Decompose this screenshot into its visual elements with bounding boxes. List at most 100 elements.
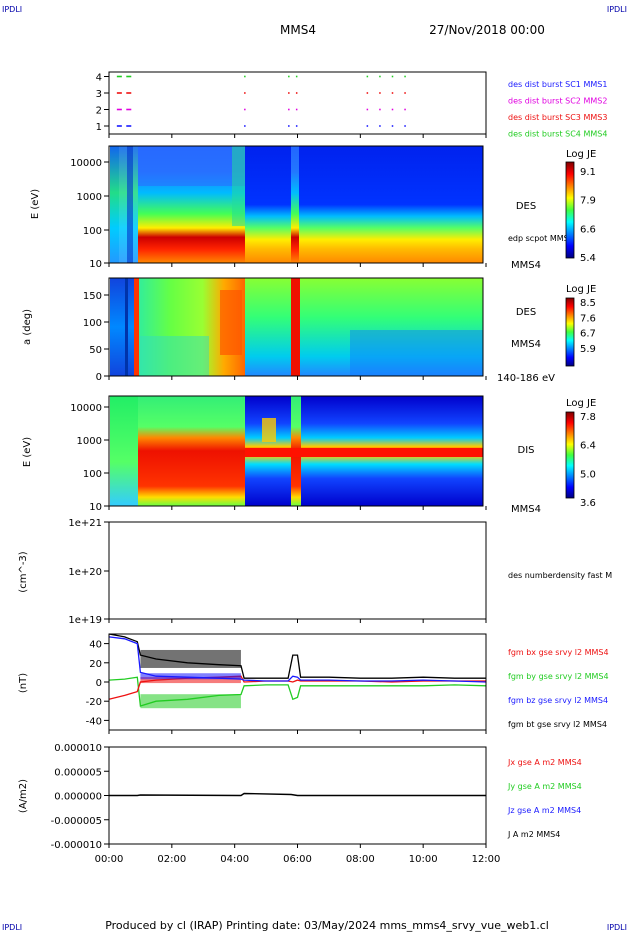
des-pitch-ytick-label: 100 [83,318,102,329]
des-pitch-yticks: 150 100 50 0 [83,291,109,383]
corner-label-tl: IPDLI [2,5,22,14]
dis-energy-colorbar [565,411,575,499]
des-energy-ytick-label: 100 [83,226,102,237]
panel-dis-energy-frame [108,395,484,507]
des-energy-ytick-label: 10000 [70,158,102,169]
burst-mark [379,75,381,78]
dis-energy-yticks: 10000 1000 100 10 [70,403,109,513]
des-energy-ytick-label: 1000 [77,192,102,203]
bfield-ytick-label: 0 [96,678,102,689]
colorbar-tick-label: 7.8 [580,412,596,423]
bfield-ytick-label: 40 [89,640,102,651]
time-tick-label: 08:00 [346,854,375,865]
current-legend: Jx gse A m2 MMS4 Jy gse A m2 MMS4 Jz gse A… [507,758,582,839]
des-energy-annot: edp scpot MMS4 [508,234,574,243]
burst-mark [391,75,394,78]
des-energy-ytick-label: 10 [89,259,102,270]
panel-des-energy: 10000 1000 100 10 E (eV) DES edp scpot MMS4… [30,145,596,271]
panel-dis-energy: 10000 1000 100 10 E (eV) DIS MMS4 Log JE 7.… [22,395,596,515]
bfield-ytick-label: -40 [86,716,102,727]
burst-mark [366,92,369,94]
burst-yticks: 4 3 2 1 [96,73,109,133]
panel-burst-frame [108,71,487,135]
burst-mark [404,125,406,127]
des-pitch-annot2: 140-186 eV [497,373,555,384]
colorbar-tick-label: 7.9 [580,196,596,207]
colorbar-tick-label: 6.4 [580,441,596,452]
burst-mark [379,92,381,94]
corner-label-br: IPDLI [607,923,627,932]
colorbar-tick-label: 7.6 [580,313,596,324]
burst-mark [288,92,290,94]
burst-marks [116,75,406,127]
burst-ytick-label: 3 [96,89,102,100]
time-tick-label: 04:00 [220,854,249,865]
current-ytick-label: 0.000010 [54,743,102,754]
burst-ytick-label: 2 [96,106,102,117]
des-pitch-ylabel: a (deg) [22,309,33,345]
dis-energy-colorbar-ticks: 7.8 6.4 5.0 3.6 [580,412,596,509]
burst-ytick-label: 4 [96,73,102,84]
burst-mark [295,108,298,111]
des-pitch-ytick-label: 150 [83,291,102,302]
bfield-legend: fgm bx gse srvy l2 MMS4 fgm by gse srvy l… [508,648,609,729]
des-energy-colorbar-ticks: 9.1 7.9 6.6 5.4 [580,167,596,264]
time-tick-label: 12:00 [472,854,501,865]
des-pitch-colorbar-ticks: 8.5 7.6 6.7 5.9 [580,298,596,355]
burst-mark [366,108,369,111]
burst-legend-entry: des dist burst SC4 MMS4 [508,130,607,139]
current-yticks: 0.000010 0.000005 0.000000 -0.000005 -0.0000… [51,743,109,851]
datetime-title: 27/Nov/2018 00:00 [429,23,545,37]
density-annot: des numberdensity fast M [508,571,612,580]
panel-density-frame [108,521,487,620]
burst-mark [366,75,369,78]
burst-mark [116,125,122,127]
density-yticks: 1e+21 1e+20 1e+19 [68,518,109,626]
colorbar-tick-label: 9.1 [580,167,596,178]
dis-energy-ytick-label: 1000 [77,436,102,447]
panel-bfield: 40 20 0 -20 -40 (nT) fgm bx gse srvy l2 MMS4… [18,633,609,731]
time-axis: 00:00 02:00 04:00 06:00 08:00 10:00 12:00 [95,134,501,865]
current-legend-entry: Jx gse A m2 MMS4 [507,758,582,767]
burst-mark [126,92,132,94]
panel-current: 0.000010 0.000005 0.000000 -0.000005 -0.0000… [18,743,582,851]
burst-mark [379,108,381,111]
burst-mark [244,92,246,94]
density-ytick-label: 1e+20 [68,567,102,578]
current-lines [109,792,486,797]
burst-mark [116,92,122,94]
corner-label-bl: IPDLI [2,923,22,932]
burst-mark [391,92,394,94]
burst-mark [116,75,122,78]
time-tick-label: 00:00 [95,854,124,865]
bfield-legend-entry: fgm bx gse srvy l2 MMS4 [508,648,609,657]
colorbar-tick-label: 6.7 [580,329,596,340]
burst-mark [244,125,246,127]
burst-mark [288,125,290,127]
des-pitch-colorbar-title: Log JE [566,284,596,295]
bfield-ytick-label: 20 [89,659,102,670]
bfield-lines [108,633,487,709]
des-pitch-ytick-label: 0 [96,372,102,383]
dis-energy-ytick-label: 10 [89,502,102,513]
bfield-fluctuation-band [140,677,241,684]
burst-mark [404,75,406,78]
density-ytick-label: 1e+21 [68,518,102,529]
burst-mark [126,125,132,127]
des-energy-colorbar-title: Log JE [566,149,596,160]
current-ytick-label: -0.000005 [51,816,102,827]
burst-mark [391,108,394,111]
corner-label-tr: IPDLI [607,5,627,14]
bfield-series-bz [108,636,487,683]
burst-mark [288,75,290,78]
colorbar-tick-label: 5.9 [580,344,596,355]
burst-mark [244,75,246,78]
burst-mark [295,75,298,78]
burst-mark [295,125,298,127]
burst-legend-entry: des dist burst SC3 MMS3 [508,113,607,122]
panel-density: 1e+21 1e+20 1e+19 (cm^-3) des numberdensit… [18,518,612,626]
footer-credit: Produced by cl (IRAP) Printing date: 03/… [105,919,549,932]
dis-energy-ylabel: E (eV) [22,437,33,467]
current-ytick-label: -0.000010 [51,840,102,851]
